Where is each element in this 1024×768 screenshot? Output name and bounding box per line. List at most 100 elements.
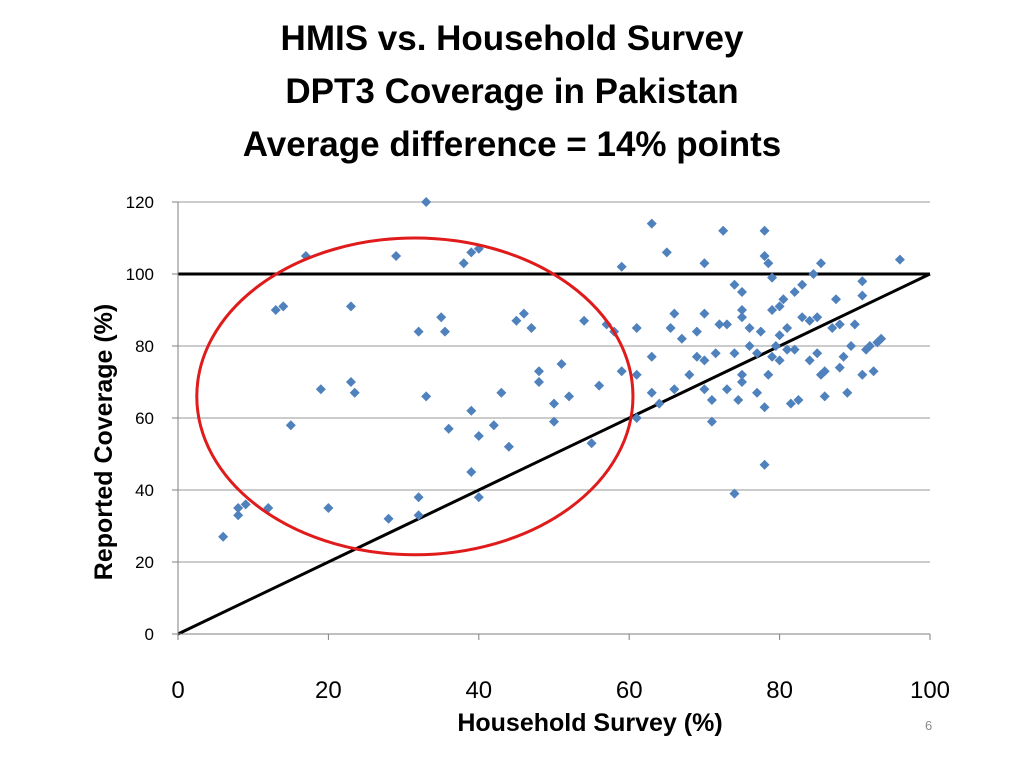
x-tick-label: 80: [766, 677, 793, 704]
data-point: [759, 251, 770, 261]
y-tick-label: 60: [135, 409, 154, 428]
data-point: [421, 197, 432, 207]
data-point: [759, 225, 770, 236]
data-point: [323, 503, 334, 513]
data-point: [315, 384, 326, 395]
data-point: [718, 225, 729, 236]
data-point: [785, 398, 796, 409]
data-point: [345, 377, 356, 387]
data-point: [770, 341, 781, 351]
title-line-2: DPT3 Coverage in Pakistan: [285, 72, 739, 111]
data-point: [894, 254, 905, 265]
data-point: [737, 305, 747, 315]
data-point: [752, 387, 763, 398]
data-point: [533, 377, 544, 387]
reference-lines: [177, 272, 931, 636]
data-point: [763, 369, 774, 380]
data-point: [669, 384, 680, 395]
data-point: [646, 387, 657, 398]
data-point: [767, 351, 778, 362]
data-point: [383, 513, 394, 524]
data-point: [676, 333, 687, 344]
data-point: [834, 319, 845, 330]
x-tick-label: 60: [616, 677, 643, 704]
data-point: [594, 380, 605, 391]
data-point: [737, 312, 747, 323]
data-point: [518, 308, 529, 319]
data-point: [631, 323, 642, 333]
y-tick-label: 80: [135, 337, 154, 356]
data-points: [218, 197, 905, 542]
highlight-ellipse-group: [195, 236, 635, 557]
data-point: [797, 312, 808, 323]
data-point: [285, 420, 296, 431]
data-point: [721, 384, 732, 395]
data-point: [744, 341, 755, 351]
y-tick-label: 120: [126, 193, 154, 212]
data-point: [857, 290, 868, 301]
data-point: [526, 323, 537, 333]
data-point: [808, 269, 819, 279]
data-point: [661, 247, 672, 258]
y-tick-label: 100: [126, 265, 154, 284]
data-point: [691, 351, 702, 362]
data-point: [654, 398, 665, 409]
data-point: [706, 416, 717, 427]
data-point: [767, 272, 778, 283]
data-point: [789, 344, 800, 355]
data-point: [436, 312, 447, 323]
data-point: [793, 395, 804, 405]
data-point: [846, 341, 857, 351]
data-point: [665, 323, 676, 333]
data-point: [838, 351, 849, 362]
data-point: [413, 326, 424, 337]
data-point: [804, 355, 815, 366]
data-point: [752, 348, 763, 359]
x-axis-title: Household Survey (%): [457, 709, 722, 737]
data-point: [233, 503, 244, 513]
data-point: [737, 287, 747, 297]
y-axis-title: Reported Coverage (%): [90, 304, 118, 580]
data-point: [466, 405, 477, 416]
data-point: [778, 294, 789, 305]
data-point: [812, 348, 823, 359]
highlight-ellipse: [195, 236, 635, 557]
data-point: [710, 348, 721, 359]
data-point: [684, 369, 695, 380]
data-point: [669, 308, 680, 319]
data-point: [391, 251, 402, 261]
data-point: [413, 492, 424, 503]
data-point: [767, 305, 778, 315]
data-point: [699, 355, 710, 366]
data-point: [496, 387, 507, 398]
data-point: [842, 387, 853, 398]
title-line-3: Average difference = 14% points: [242, 125, 782, 164]
data-point: [812, 312, 823, 323]
data-point: [759, 402, 770, 413]
x-tick-label: 20: [315, 677, 342, 704]
x-tick-label: 100: [910, 677, 950, 704]
data-point: [737, 369, 747, 380]
data-point: [706, 395, 717, 405]
slide-title: HMIS vs. Household Survey DPT3 Coverage …: [0, 12, 1024, 171]
data-point: [864, 341, 875, 351]
data-point: [646, 218, 657, 229]
data-point: [631, 413, 642, 423]
data-point: [458, 258, 469, 269]
data-point: [737, 377, 747, 387]
data-point: [774, 330, 785, 341]
data-point: [278, 301, 289, 312]
x-tick-label: 0: [171, 677, 184, 704]
data-point: [421, 391, 432, 402]
data-point: [729, 279, 740, 290]
data-point: [733, 395, 744, 405]
x-tick-label: 40: [465, 677, 492, 704]
data-point: [443, 423, 454, 434]
data-point: [857, 276, 868, 287]
data-point: [774, 301, 785, 312]
data-point: [691, 326, 702, 337]
y-tick-label: 20: [135, 553, 154, 572]
title-line-1: HMIS vs. Household Survey: [280, 19, 744, 58]
data-point: [503, 441, 514, 452]
data-point: [473, 431, 484, 441]
